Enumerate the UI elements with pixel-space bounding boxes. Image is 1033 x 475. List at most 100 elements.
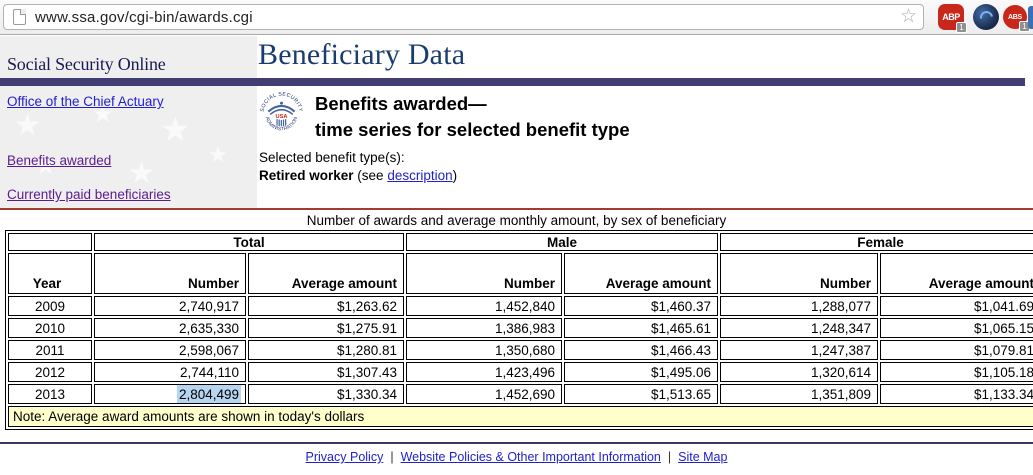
description-link[interactable]: description [387, 168, 453, 183]
privacy-policy-link[interactable]: Privacy Policy [305, 450, 384, 464]
male-number-cell: 1,452,840 [406, 296, 562, 316]
site-map-link[interactable]: Site Map [678, 450, 728, 464]
male-number-cell: 1,452,690 [406, 384, 562, 404]
col-header-female-number: Number [720, 253, 879, 294]
sidebar-link-chief-actuary[interactable]: Office of the Chief Actuary [7, 94, 164, 109]
star-decoration: ★ [128, 157, 155, 190]
section-headline: Benefits awarded— time series for select… [315, 91, 630, 143]
total-number-cell: 2,740,917 [94, 296, 246, 316]
table-row: 2010 2,635,330 $1,275.91 1,386,983 $1,46… [8, 318, 1033, 338]
total-avg-cell: $1,280.81 [248, 340, 404, 360]
year-cell: 2013 [8, 384, 92, 404]
year-cell: 2010 [8, 318, 92, 338]
col-header-total-number: Number [94, 253, 246, 294]
abp-glyph: ABP [938, 4, 964, 30]
total-number-cell-highlighted: 2,804,499 [94, 384, 246, 404]
page-icon [13, 9, 26, 25]
female-avg-cell: $1,065.15 [880, 318, 1033, 338]
red-divider [0, 208, 1033, 210]
table-row: 2012 2,744,110 $1,307.43 1,423,496 $1,49… [8, 362, 1033, 382]
selected-benefit-label: Selected benefit type(s): [259, 150, 405, 165]
female-avg-cell: $1,105.18 [880, 362, 1033, 382]
female-avg-cell: $1,133.34 [880, 384, 1033, 404]
website-policies-link[interactable]: Website Policies & Other Important Infor… [400, 450, 661, 464]
group-header-total: Total [94, 233, 404, 251]
headline-line2: time series for selected benefit type [315, 119, 630, 140]
group-header-female: Female [720, 233, 1033, 251]
blue-circle-glyph [973, 4, 999, 30]
selected-text: 2,804,499 [178, 386, 239, 402]
total-avg-cell: $1,307.43 [248, 362, 404, 382]
table-row: 2009 2,740,917 $1,263.62 1,452,840 $1,46… [8, 296, 1033, 316]
year-cell: 2011 [8, 340, 92, 360]
col-header-male-avg: Average amount [564, 253, 719, 294]
adblock-plus-extension-icon[interactable]: ABP 1 [938, 4, 967, 33]
male-avg-cell: $1,460.37 [564, 296, 719, 316]
female-number-cell: 1,351,809 [720, 384, 879, 404]
year-cell: 2012 [8, 362, 92, 382]
female-number-cell: 1,320,614 [720, 362, 879, 382]
abp-badge: 1 [956, 22, 967, 33]
footer-links: Privacy Policy | Website Policies & Other … [0, 450, 1033, 464]
male-avg-cell: $1,465.61 [564, 318, 719, 338]
partial-extension-icon[interactable] [1028, 6, 1033, 29]
table-row: 2013 2,804,499 $1,330.34 1,452,690 $1,51… [8, 384, 1033, 404]
year-cell: 2009 [8, 296, 92, 316]
footer-separator: | [667, 450, 672, 464]
star-decoration: ★ [208, 142, 228, 167]
female-number-cell: 1,248,347 [720, 318, 879, 338]
accent-bar [0, 78, 1025, 86]
bookmark-star-icon[interactable]: ☆ [899, 6, 917, 27]
female-avg-cell: $1,041.69 [880, 296, 1033, 316]
total-number-cell: 2,744,110 [94, 362, 246, 382]
male-number-cell: 1,423,496 [406, 362, 562, 382]
awards-table: Total Male Female Year Number Average am… [5, 230, 1033, 430]
footer-divider [0, 442, 1033, 444]
address-bar[interactable]: www.ssa.gov/cgi-bin/awards.cgi ☆ [3, 4, 924, 30]
empty-corner-cell [8, 233, 92, 251]
col-header-male-number: Number [406, 253, 562, 294]
col-header-total-avg: Average amount [248, 253, 404, 294]
total-avg-cell: $1,263.62 [248, 296, 404, 316]
female-number-cell: 1,288,077 [720, 296, 879, 316]
page-title: Beneficiary Data [258, 38, 466, 71]
table-row: 2011 2,598,067 $1,280.81 1,350,680 $1,46… [8, 340, 1033, 360]
site-brand: Social Security Online [7, 54, 166, 74]
male-number-cell: 1,350,680 [406, 340, 562, 360]
male-avg-cell: $1,466.43 [564, 340, 719, 360]
adblock-extension-icon[interactable]: ABS 1 [1003, 5, 1030, 32]
male-avg-cell: $1,495.06 [564, 362, 719, 382]
group-header-male: Male [406, 233, 719, 251]
see-prefix: (see [353, 168, 388, 183]
browser-chrome: www.ssa.gov/cgi-bin/awards.cgi ☆ ABP 1 A… [0, 0, 1033, 35]
female-number-cell: 1,247,387 [720, 340, 879, 360]
blue-circle-extension-icon[interactable] [973, 4, 999, 30]
table-caption: Number of awards and average monthly amo… [306, 213, 727, 228]
total-number-cell: 2,635,330 [94, 318, 246, 338]
male-avg-cell: $1,513.65 [564, 384, 719, 404]
url-text[interactable]: www.ssa.gov/cgi-bin/awards.cgi [35, 9, 253, 26]
star-decoration: ★ [92, 101, 114, 128]
headline-line1: Benefits awarded— [315, 93, 487, 114]
ssa-seal-icon: SOCIAL SECURITY ADMINISTRATION USA [258, 89, 305, 136]
total-avg-cell: $1,330.34 [248, 384, 404, 404]
sub-header-row: Year Number Average amount Number Averag… [8, 253, 1033, 294]
female-avg-cell: $1,079.81 [880, 340, 1033, 360]
svg-text:USA: USA [276, 114, 288, 120]
sidebar-background: ★ ★ ★ ★ ★ ★ [0, 36, 257, 208]
star-decoration: ★ [160, 111, 191, 149]
footer-separator: | [390, 450, 394, 464]
sidebar-link-currently-paid[interactable]: Currently paid beneficiaries [7, 187, 171, 202]
note-row: Note: Average award amounts are shown in… [8, 406, 1033, 427]
table-note: Note: Average award amounts are shown in… [8, 406, 1033, 427]
col-header-year: Year [8, 253, 92, 294]
col-header-female-avg: Average amount [880, 253, 1033, 294]
star-decoration: ★ [34, 150, 58, 180]
total-number-cell: 2,598,067 [94, 340, 246, 360]
sidebar-link-benefits-awarded[interactable]: Benefits awarded [7, 153, 112, 168]
page-content: ★ ★ ★ ★ ★ ★ Social Security Online Benef… [0, 36, 1033, 475]
male-number-cell: 1,386,983 [406, 318, 562, 338]
group-header-row: Total Male Female [8, 233, 1033, 251]
total-avg-cell: $1,275.91 [248, 318, 404, 338]
